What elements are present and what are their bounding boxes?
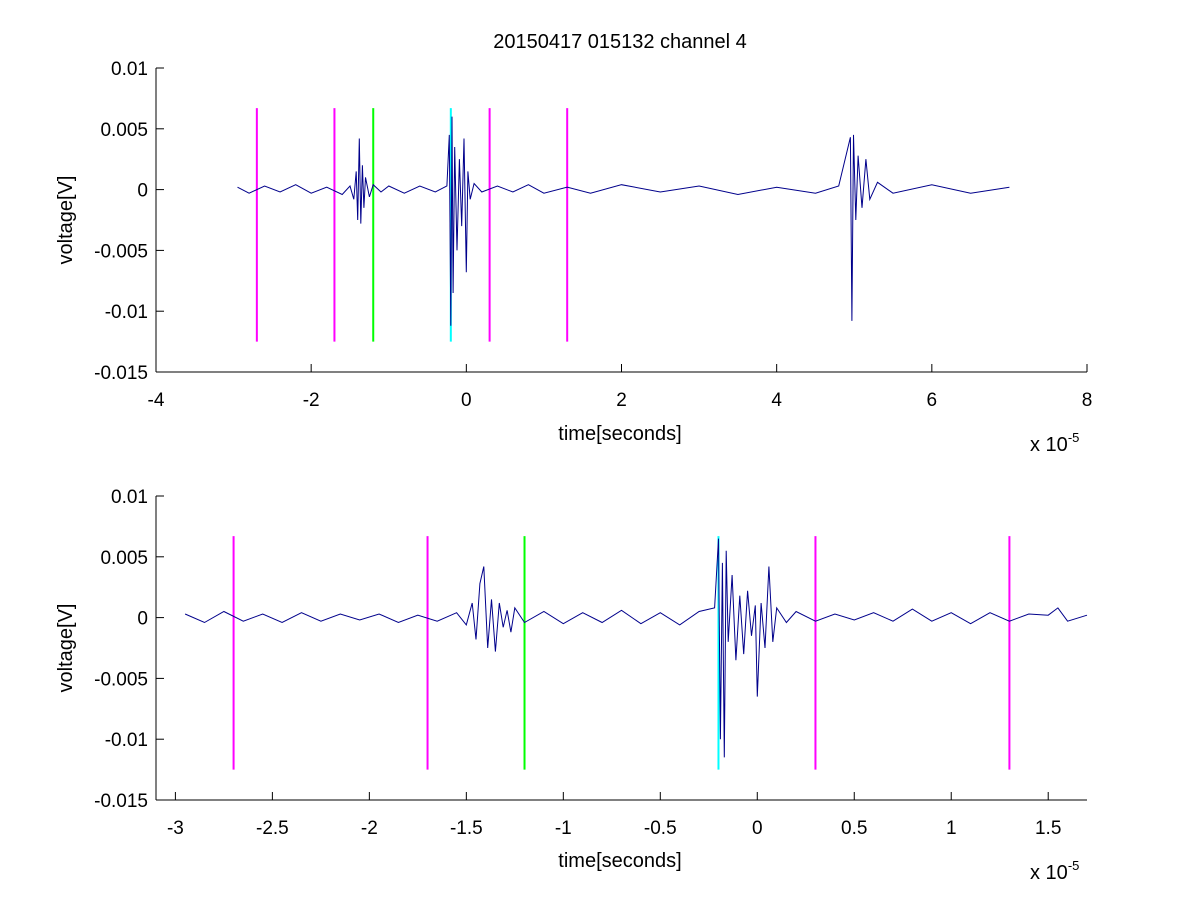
bottom-plot-x-tick-label: 0 [752, 818, 763, 839]
bottom-plot-y-tick-label: 0.005 [100, 548, 148, 569]
top-plot-voltage-trace [237, 116, 1010, 326]
bottom-plot-ticks: -3 -2.5 -2 -1.5 -1 -0.5 0 0.5 1 1.5 0.01 0.005 0 -0.0… [94, 487, 1061, 839]
top-plot-ticks: -4 -2 0 2 4 6 8 0.01 0.005 0 -0.005 -0.01 -0.015 [94, 59, 1092, 411]
bottom-plot-markers [232, 536, 1011, 770]
top-plot-traces [237, 116, 1010, 326]
top-plot-x-tick-label: 4 [771, 390, 782, 411]
bottom-plot-y-tick-label: -0.01 [105, 730, 148, 751]
top-plot-x-tick-label: -2 [303, 390, 320, 411]
top-plot-y-tick-label: -0.005 [94, 241, 148, 262]
bottom-plot-x-multiplier: x 10-5 [1030, 858, 1079, 884]
bottom-plot-x-tick-label: 0.5 [841, 818, 867, 839]
top-plot-markers [255, 108, 569, 342]
bottom-plot-x-tick-label: -2 [361, 818, 378, 839]
top-plot-y-tick-label: -0.015 [94, 363, 148, 384]
top-plot-y-tick-label: -0.01 [105, 302, 148, 323]
top-plot-x-tick-label: -4 [148, 390, 165, 411]
bottom-plot-y-tick-label: 0 [137, 609, 148, 630]
bottom-plot-ylabel: voltage[V] [55, 604, 77, 693]
top-plot-xlabel: time[seconds] [558, 423, 681, 445]
bottom-plot-xlabel: time[seconds] [558, 850, 681, 872]
bottom-plot-x-tick-label: -1 [555, 818, 572, 839]
top-plot-x-multiplier: x 10-5 [1030, 430, 1079, 456]
bottom-plot-x-tick-label: 1 [946, 818, 957, 839]
bottom-plot-x-tick-label: -2.5 [256, 818, 289, 839]
bottom-plot: -3 -2.5 -2 -1.5 -1 -0.5 0 0.5 1 1.5 0.01 0.005 0 -0.0… [55, 487, 1088, 884]
bottom-plot-y-tick-label: -0.015 [94, 791, 148, 812]
top-plot-x-tick-label: 2 [616, 390, 627, 411]
bottom-plot-x-tick-label: 1.5 [1035, 818, 1061, 839]
top-plot-y-tick-label: 0.005 [100, 120, 148, 141]
top-plot-x-tick-label: 0 [461, 390, 472, 411]
top-plot-y-tick-label: 0.01 [111, 59, 148, 80]
top-plot-x-tick-label: 6 [927, 390, 938, 411]
top-plot-axes [155, 68, 1087, 373]
bottom-plot-x-tick-label: -1.5 [450, 818, 483, 839]
top-plot-x-tick-label: 8 [1082, 390, 1093, 411]
bottom-plot-y-tick-label: -0.005 [94, 669, 148, 690]
bottom-plot-axes [155, 496, 1087, 801]
top-plot: -4 -2 0 2 4 6 8 0.01 0.005 0 -0.005 -0.01 -0.015 tim… [55, 59, 1092, 456]
top-plot-ylabel: voltage[V] [55, 176, 77, 265]
bottom-plot-x-tick-label: -0.5 [644, 818, 677, 839]
figure-title: 20150417 015132 channel 4 [493, 31, 747, 53]
bottom-plot-y-tick-label: 0.01 [111, 487, 148, 508]
bottom-plot-traces [184, 538, 1088, 758]
bottom-plot-voltage-trace [184, 538, 1088, 758]
top-plot-y-tick-label: 0 [137, 181, 148, 202]
bottom-plot-x-tick-label: -3 [167, 818, 184, 839]
